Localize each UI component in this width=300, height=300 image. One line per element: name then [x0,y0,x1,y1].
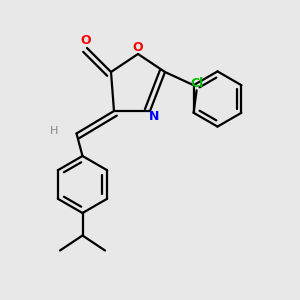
Text: Cl: Cl [190,77,203,90]
Text: H: H [50,125,58,136]
Text: O: O [80,34,91,47]
Text: N: N [148,110,159,123]
Text: O: O [133,41,143,54]
